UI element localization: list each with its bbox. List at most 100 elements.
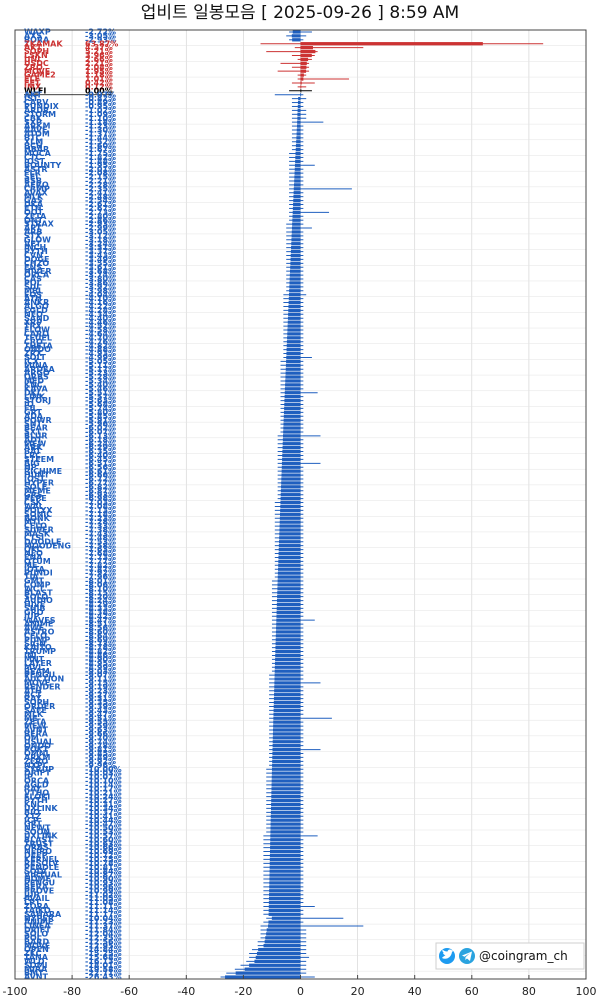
row-name-label: AVNT bbox=[24, 726, 49, 735]
row-value-label: -22.71% bbox=[85, 969, 122, 978]
bar bbox=[293, 195, 301, 199]
row-name-label: CTSI bbox=[24, 533, 44, 542]
row-value-label: -6.02% bbox=[85, 424, 116, 433]
row-value-label: -1.44% bbox=[85, 133, 116, 142]
telegram-icon[interactable] bbox=[459, 948, 475, 964]
row-name-label: LRC bbox=[24, 451, 41, 460]
bar bbox=[269, 849, 301, 854]
row-value-label: -4.93% bbox=[85, 349, 116, 358]
bar bbox=[292, 210, 301, 214]
row-name-label: CHZO bbox=[24, 259, 49, 268]
row-name-label: MEW bbox=[24, 722, 46, 731]
row-name-label: FET bbox=[24, 79, 41, 88]
row-name-label: DRIFT bbox=[24, 769, 51, 778]
row-value-label: -5.63% bbox=[85, 396, 116, 405]
row-name-label: PYTH bbox=[24, 247, 48, 256]
bar bbox=[287, 316, 301, 320]
row-value-label: -2.21% bbox=[85, 177, 116, 186]
row-value-label: -4.82% bbox=[85, 341, 116, 350]
row-name-label: ANIME bbox=[24, 918, 53, 927]
row-name-label: UNI bbox=[24, 55, 40, 64]
bar bbox=[297, 100, 301, 105]
row-value-label: -4.22% bbox=[85, 302, 116, 311]
row-name-label: HIVE bbox=[24, 600, 45, 609]
bar bbox=[276, 606, 301, 611]
row-name-label: WAL bbox=[24, 502, 44, 511]
row-name-label: BARD bbox=[24, 937, 49, 946]
row-name-label: SOMI bbox=[24, 961, 48, 970]
bar bbox=[272, 747, 301, 752]
row-value-label: -10.87% bbox=[85, 871, 122, 880]
twitter-icon[interactable] bbox=[439, 948, 455, 964]
bar bbox=[297, 120, 301, 124]
row-name-label: CTC bbox=[24, 153, 41, 162]
row-value-label: -5.74% bbox=[85, 404, 116, 413]
row-name-label: BEAM bbox=[24, 667, 50, 676]
row-value-label: -7.82% bbox=[85, 561, 116, 570]
row-name-label: AWE bbox=[24, 624, 44, 633]
bar bbox=[278, 544, 301, 548]
row-name-label: WLFI bbox=[24, 86, 46, 95]
row-value-label: -15.68% bbox=[85, 953, 122, 962]
row-value-label: -9.66% bbox=[85, 730, 116, 739]
row-value-label: 5.21% bbox=[85, 47, 113, 56]
row-value-label: -2.72% bbox=[85, 28, 116, 37]
row-value-label: -10.34% bbox=[85, 804, 122, 813]
row-name-label: DEEP bbox=[24, 851, 48, 860]
row-name-label: ORBS bbox=[24, 843, 49, 852]
row-value-label: -7.92% bbox=[85, 569, 116, 578]
bar bbox=[297, 108, 301, 113]
row-name-label: NEO bbox=[24, 310, 43, 319]
row-value-label: -2.67% bbox=[85, 204, 116, 213]
row-value-label: -7.28% bbox=[85, 518, 116, 527]
row-name-label: AUCTION bbox=[24, 675, 64, 684]
bar bbox=[287, 320, 301, 324]
row-name-label: SXP bbox=[24, 118, 42, 127]
row-value-label: -5.85% bbox=[85, 412, 116, 421]
row-value-label: 4.37% bbox=[85, 43, 113, 52]
row-name-label: CARV bbox=[24, 98, 49, 107]
bar bbox=[271, 795, 301, 799]
row-value-label: -10.60% bbox=[85, 835, 122, 844]
bar bbox=[282, 453, 301, 458]
row-value-label: -2.93% bbox=[85, 35, 116, 44]
row-name-label: AUDIO bbox=[24, 596, 53, 605]
row-name-label: FLOW bbox=[24, 326, 50, 335]
row-labels: WAXP -2.72% AXS -3.05% BORA -2.93% ZKAMAK 63.87… bbox=[23, 28, 122, 982]
bar bbox=[274, 681, 301, 685]
row-name-label: MOVE bbox=[24, 941, 50, 950]
row-name-label: KNC bbox=[24, 800, 43, 809]
row-name-label: RICHIME bbox=[24, 467, 62, 476]
bar bbox=[281, 485, 301, 489]
row-value-label: -11.11% bbox=[85, 902, 122, 911]
row-name-label: XRP bbox=[24, 318, 42, 327]
bar bbox=[274, 665, 301, 669]
bar bbox=[273, 712, 301, 716]
row-value-label: -8.38% bbox=[85, 608, 116, 617]
row-name-label: HYPER bbox=[24, 914, 54, 923]
bar bbox=[296, 124, 301, 128]
row-name-label: SHIB bbox=[24, 604, 46, 613]
row-value-label: -2.01% bbox=[85, 165, 116, 174]
bar bbox=[286, 340, 301, 344]
row-name-label: MEW bbox=[24, 439, 46, 448]
row-name-label: BSB bbox=[24, 177, 42, 186]
bar bbox=[280, 489, 301, 493]
bar bbox=[279, 532, 301, 536]
bar bbox=[288, 304, 301, 309]
bar bbox=[289, 269, 301, 273]
bar bbox=[294, 171, 301, 175]
bar bbox=[279, 516, 301, 520]
row-name-label: UXLINK bbox=[24, 831, 58, 840]
bar bbox=[293, 198, 301, 203]
row-name-label: BERA bbox=[24, 730, 49, 739]
bar bbox=[300, 89, 302, 93]
row-value-label: -6.07% bbox=[85, 428, 116, 437]
row-name-label: NEO bbox=[24, 549, 43, 558]
row-value-label: -1.67% bbox=[85, 145, 116, 154]
bar bbox=[294, 167, 301, 171]
bar bbox=[280, 508, 301, 513]
bar bbox=[271, 802, 301, 807]
row-name-label: FLR bbox=[24, 169, 41, 178]
row-value-label: -7.96% bbox=[85, 573, 116, 582]
